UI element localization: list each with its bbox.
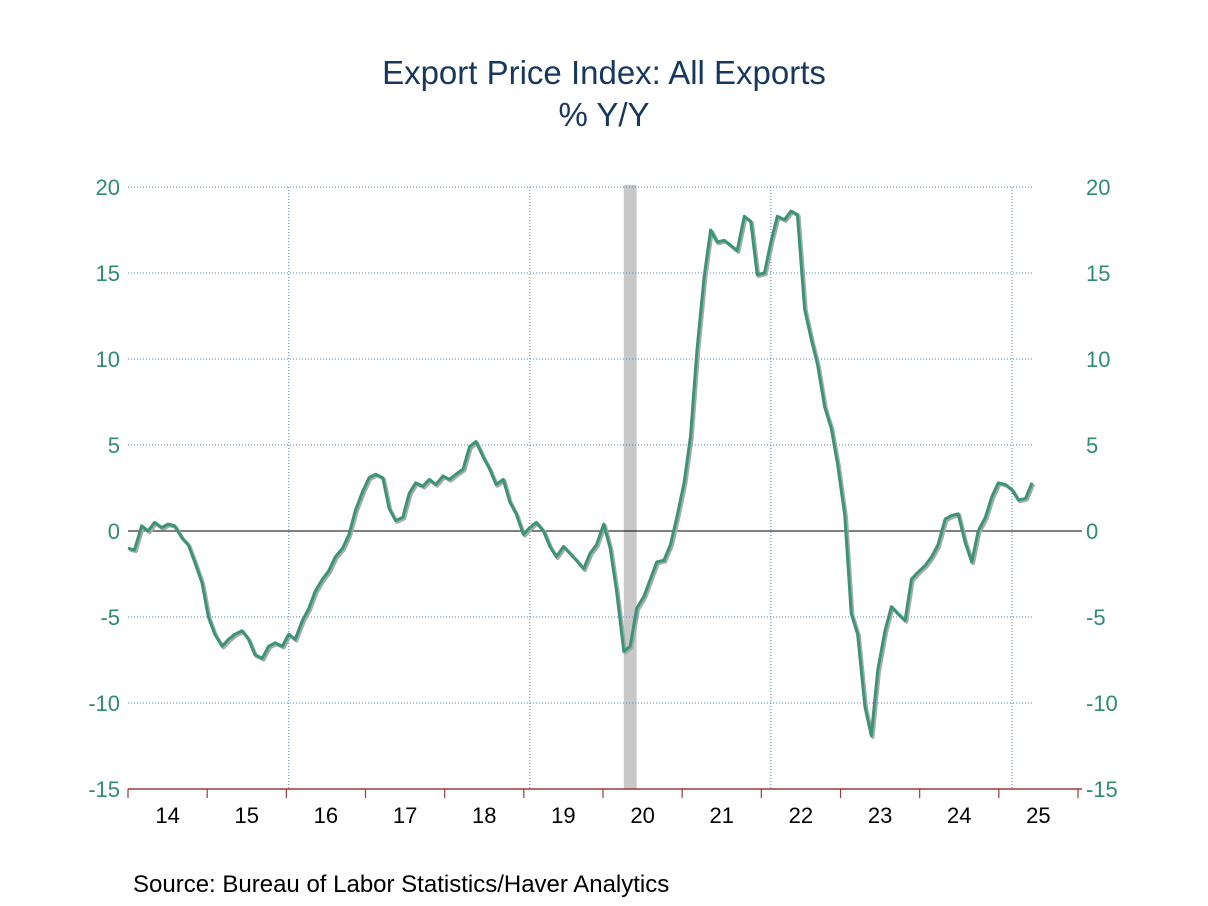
y-tick-label-left: 5	[108, 433, 120, 458]
recession-band	[623, 185, 637, 789]
y-tick-label-left: 10	[96, 347, 120, 372]
y-tick-label-right: 15	[1086, 261, 1110, 286]
y-tick-label-right: -15	[1086, 777, 1118, 802]
y-tick-label-right: 20	[1086, 175, 1110, 200]
x-tick-label: 18	[472, 803, 496, 828]
chart-title: Export Price Index: All Exports	[382, 54, 826, 91]
y-tick-label-right: 0	[1086, 519, 1098, 544]
x-tick-label: 17	[393, 803, 417, 828]
y-tick-label-left: 20	[96, 175, 120, 200]
y-tick-label-left: -15	[88, 777, 120, 802]
y-tick-label-right: -5	[1086, 605, 1106, 630]
y-tick-label-right: 10	[1086, 347, 1110, 372]
y-tick-label-left: 0	[108, 519, 120, 544]
y-tick-label-left: -10	[88, 691, 120, 716]
y-tick-label-left: -5	[100, 605, 120, 630]
x-tick-label: 19	[551, 803, 575, 828]
x-tick-label: 24	[947, 803, 971, 828]
x-tick-label: 23	[868, 803, 892, 828]
x-tick-label: 20	[630, 803, 654, 828]
source-note: Source: Bureau of Labor Statistics/Haver…	[133, 871, 670, 898]
x-tick-label: 25	[1026, 803, 1050, 828]
series-line	[127, 209, 1034, 738]
y-tick-label-right: 5	[1086, 433, 1098, 458]
x-tick-label: 22	[789, 803, 813, 828]
x-tick-label: 15	[235, 803, 259, 828]
x-tick-label: 16	[314, 803, 338, 828]
x-tick-label: 21	[710, 803, 734, 828]
y-tick-label-left: 15	[96, 261, 120, 286]
y-tick-label-right: -10	[1086, 691, 1118, 716]
series-line-shadow	[129, 210, 1036, 739]
chart-subtitle: % Y/Y	[558, 96, 650, 133]
x-tick-label: 14	[155, 803, 179, 828]
